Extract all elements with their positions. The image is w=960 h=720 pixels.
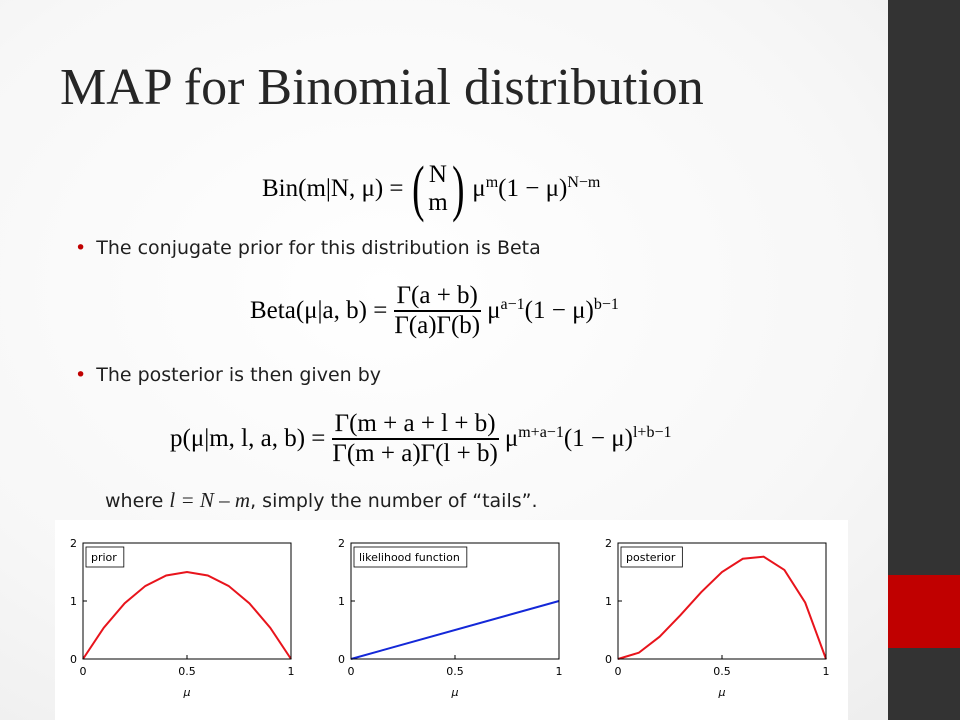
note-text: where — [105, 490, 170, 512]
x-tick-label: 0.5 — [446, 665, 464, 678]
axes-box — [350, 542, 560, 660]
note-text: , simply the number of “tails”. — [250, 490, 538, 512]
x-tick-label: 1 — [823, 665, 830, 678]
title-box — [85, 546, 125, 568]
eq-lhs: Beta(μ|a, b) = — [250, 297, 388, 324]
equation: Beta(μ|a, b) = Γ(a + b) Γ(a)Γ(b) μ a−1 (1 … — [250, 282, 619, 340]
y-tick-label: 1 — [338, 595, 345, 608]
equation: p(μ|m, l, a, b) = Γ(m + a + l + b) Γ(m + … — [170, 410, 671, 468]
x-axis-label: μ — [451, 686, 459, 699]
x-tick-label: 0.5 — [178, 665, 196, 678]
slide-title: MAP for Binomial distribution — [60, 59, 704, 116]
bullet: The conjugate prior for this distributio… — [75, 237, 541, 259]
plots: 0 0.5 1 0 1 2 prior μ 0 0.5 1 0 1 2 likelihood functio… — [70, 537, 830, 699]
curve — [82, 570, 292, 660]
axes-box — [617, 542, 827, 660]
denominator: Γ(a)Γ(b) — [394, 312, 481, 339]
accent-block — [888, 575, 960, 648]
curve — [350, 600, 560, 660]
y-tick-label: 2 — [70, 537, 77, 550]
numerator: Γ(a + b) — [393, 282, 481, 312]
eq-lhs: Bin(m|N, μ) = — [262, 175, 404, 202]
eq-base: μ — [504, 425, 519, 452]
note-math: l = N – m — [169, 488, 251, 512]
y-tick-label: 0 — [70, 653, 77, 666]
y-tick-label: 2 — [605, 537, 612, 550]
y-tick-label: 2 — [338, 537, 345, 550]
x-tick-label: 1 — [288, 665, 295, 678]
plot-title: likelihood function — [359, 551, 460, 564]
plot-title: posterior — [626, 551, 676, 564]
numerator: Γ(m + a + l + b) — [331, 410, 499, 440]
x-tick-label: 0 — [348, 665, 355, 678]
eq-base: μ — [472, 175, 486, 202]
eq-base: (1 − μ) — [524, 297, 594, 324]
fraction: Γ(a + b) Γ(a)Γ(b) — [391, 282, 483, 340]
title-box — [353, 546, 468, 568]
denominator: Γ(m + a)Γ(l + b) — [332, 440, 498, 467]
x-tick-label: 1 — [556, 665, 563, 678]
x-tick-label: 0.5 — [713, 665, 731, 678]
fraction: Γ(m + a + l + b) Γ(m + a)Γ(l + b) — [329, 410, 500, 468]
plot-title: prior — [91, 551, 117, 564]
title-box — [620, 546, 683, 568]
y-tick-label: 0 — [605, 653, 612, 666]
y-tick-label: 0 — [338, 653, 345, 666]
curve — [617, 555, 827, 660]
plots-panel: 0 0.5 1 0 1 2 prior μ 0 0.5 1 0 1 2 likelihood functio… — [55, 520, 848, 720]
x-axis-label: μ — [718, 686, 726, 699]
binom-bottom: m — [428, 189, 448, 216]
eq-base: μ — [487, 297, 501, 324]
x-tick-label: 0 — [80, 665, 87, 678]
y-tick-label: 1 — [70, 595, 77, 608]
bullet: The posterior is then given by — [75, 364, 381, 386]
note: where l = N – m, simply the number of “t… — [105, 488, 538, 513]
x-tick-label: 0 — [615, 665, 622, 678]
eq-exp: a−1 — [500, 296, 525, 313]
eq-exp: b−1 — [593, 296, 619, 313]
eq-base: (1 − μ) — [563, 425, 633, 452]
eq-lhs: p(μ|m, l, a, b) = — [170, 425, 326, 452]
binom-top: N — [428, 161, 447, 188]
axes-box — [82, 542, 292, 660]
x-axis-label: μ — [183, 686, 191, 699]
eq-exp: m — [485, 174, 499, 191]
eq-exp: N−m — [567, 174, 601, 191]
y-tick-label: 1 — [605, 595, 612, 608]
eq-exp: m+a−1 — [518, 424, 564, 441]
eq-exp: l+b−1 — [632, 424, 672, 441]
eq-base: (1 − μ) — [498, 175, 568, 202]
